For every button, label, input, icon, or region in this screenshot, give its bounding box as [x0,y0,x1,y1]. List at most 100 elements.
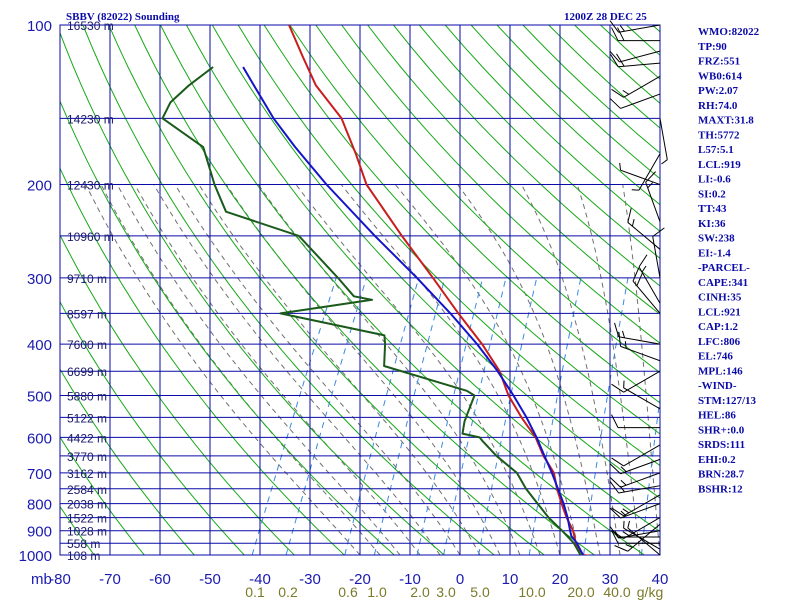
sounding-index-line: EL:746 [698,351,733,363]
temperature-tick-label: -60 [149,571,171,588]
moist-adiabat [153,184,441,555]
sounding-index-line: CAPE:341 [698,277,748,289]
wind-barb [652,227,665,278]
sounding-index-line: LI:-0.6 [698,174,731,186]
height-label: 558 m [67,537,100,551]
height-label: 6699 m [67,365,107,379]
sounding-index-line: LFC:806 [698,336,741,348]
temperature-tick-label: -30 [299,571,321,588]
mixing-ratio-line [478,277,538,555]
mixing-ratio-label: 2.0 [410,584,430,600]
wind-barb [659,118,668,165]
pressure-tick-label: 300 [27,271,52,288]
mixing-ratio-line [583,277,629,555]
sounding-index-line: TH:5772 [698,129,740,141]
sounding-index-line: SHR+:0.0 [698,424,745,436]
chart-title: SBBV (82022) Sounding [66,11,180,23]
grid [59,24,661,556]
dry-adiabat [108,25,545,555]
sounding-index-line: CINH:35 [698,292,742,304]
pressure-tick-label: 100 [27,18,52,35]
height-label: 8597 m [67,307,107,321]
sounding-index-line: WB0:614 [698,70,743,82]
height-label: 2584 m [67,483,107,497]
mixing-ratio-label: 1.0 [367,584,387,600]
mixing-ratio-line [443,277,507,555]
sounding-index-line: SI:0.2 [698,188,726,200]
pressure-tick-label: 500 [27,388,52,405]
temperature-tick-label: 20 [552,571,569,588]
dry-adiabat [134,25,595,555]
temperature-trace [288,25,590,555]
sounding-traces [161,25,590,555]
height-label: 5122 m [67,411,107,425]
moist-adiabat [622,184,660,555]
sounding-index-line: FRZ:551 [698,56,740,68]
wind-barb [623,520,661,550]
dry-adiabat [548,25,660,129]
sounding-index-line: BRN:28.7 [698,469,745,481]
dry-adiabat [60,31,445,555]
wind-barb [611,529,660,544]
mixing-ratio-label: 3.0 [436,584,456,600]
wind-barb [627,520,661,556]
wind-barb [609,481,661,494]
height-label: 16530 m [67,19,114,33]
temperature-tick-label: -40 [249,571,271,588]
moist-adiabat [457,184,601,555]
sounding-index-line: BSHR:12 [698,483,743,495]
pressure-tick-label: 800 [27,497,52,514]
wind-barb [611,370,661,393]
y-axis-unit-label: mb [31,571,52,588]
wind-barb [609,50,661,63]
sounding-index-line: TP:90 [698,41,727,53]
sounding-index-line: MAXT:31.8 [698,115,754,127]
height-label: 2038 m [67,498,107,512]
pressure-tick-label: 400 [27,337,52,354]
wind-barb [611,494,661,517]
temperature-tick-label: -70 [99,571,121,588]
mixing-ratio-label: 10.0 [518,584,545,600]
mixing-ratio-label: 20.0 [567,584,594,600]
height-label: 12430 m [67,179,114,193]
wind-barb [611,414,660,429]
dry-adiabat [756,25,800,555]
parcel-trace [242,66,585,555]
sounding-index-line: -WIND- [698,380,737,392]
height-label: 3770 m [67,450,107,464]
wind-barb [614,523,661,552]
height-label: 14230 m [67,112,114,126]
sounding-index-line: -PARCEL- [698,262,750,274]
wind-barb [611,75,661,98]
sounding-index-line: SW:238 [698,233,735,245]
moist-adiabat [134,184,421,555]
pressure-tick-label: 1000 [19,548,52,565]
moist-adiabat [394,184,581,555]
sounding-index-line: RH:74.0 [698,100,738,112]
temperature-tick-label: -50 [199,571,221,588]
mixing-ratio-lines [251,277,660,555]
wind-barb [614,322,661,345]
height-label: 3162 m [67,467,107,481]
dewpoint-trace [161,66,582,555]
dry-adiabat [60,167,345,555]
moist-adiabats [85,184,660,555]
wind-barb [619,162,661,186]
wind-barbs [609,20,668,556]
temperature-tick-label: 0 [456,571,464,588]
wind-barb [609,503,661,519]
sounding-index-line: TT:43 [698,203,727,215]
dry-adiabat [574,25,660,104]
pressure-tick-label: 700 [27,466,52,483]
dry-adiabat [782,25,800,555]
sounding-index-line: LCL:919 [698,159,741,171]
sounding-index-line: HEL:86 [698,410,736,422]
mixing-ratio-label: 0.6 [338,584,358,600]
height-label: 1028 m [67,525,107,539]
dry-adiabat [522,25,660,154]
sounding-index-line: PW:2.07 [698,85,739,97]
mixing-ratio-label: 5.0 [470,584,490,600]
